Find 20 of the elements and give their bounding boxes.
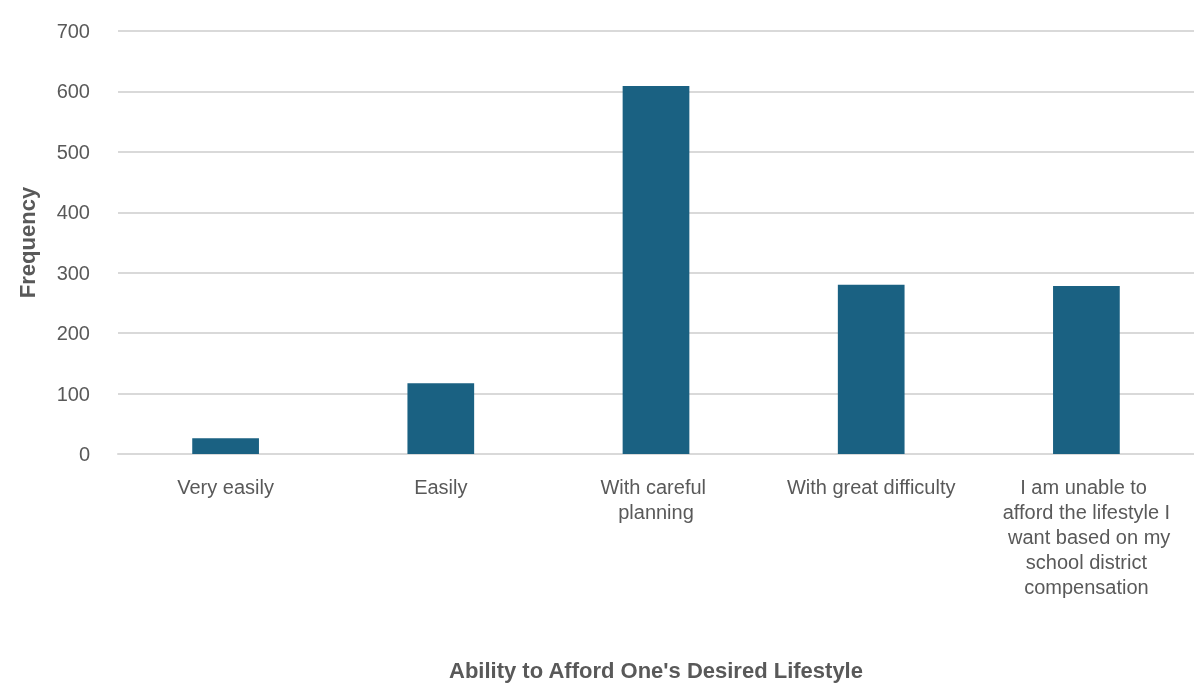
x-tick-label: Very easily xyxy=(177,475,274,498)
bar xyxy=(1053,286,1120,454)
y-tick-label: 400 xyxy=(56,201,90,224)
bar xyxy=(622,85,690,454)
y-tick-label: 300 xyxy=(56,261,90,284)
bar xyxy=(192,438,259,454)
y-tick-label: 500 xyxy=(56,140,90,163)
y-tick-label: 200 xyxy=(56,322,90,345)
x-tick-label: I am unable to afford the lifestyle I want based on my school district compensation xyxy=(1002,475,1171,598)
y-tick-label: 700 xyxy=(56,20,90,42)
x-tick-label: Easily xyxy=(414,475,468,498)
x-tick-label: With great difficulty xyxy=(786,475,956,498)
y-tick-label: 600 xyxy=(56,80,90,103)
y-tick-label: 100 xyxy=(56,382,90,405)
x-axis-title: Ability to Afford One's Desired Lifestyle xyxy=(449,657,863,683)
y-axis-title: Frequency xyxy=(14,186,40,299)
bar xyxy=(837,284,905,454)
x-tick-label: With careful planning xyxy=(600,475,712,523)
bar xyxy=(407,383,475,454)
y-tick-label: 0 xyxy=(78,443,90,465)
